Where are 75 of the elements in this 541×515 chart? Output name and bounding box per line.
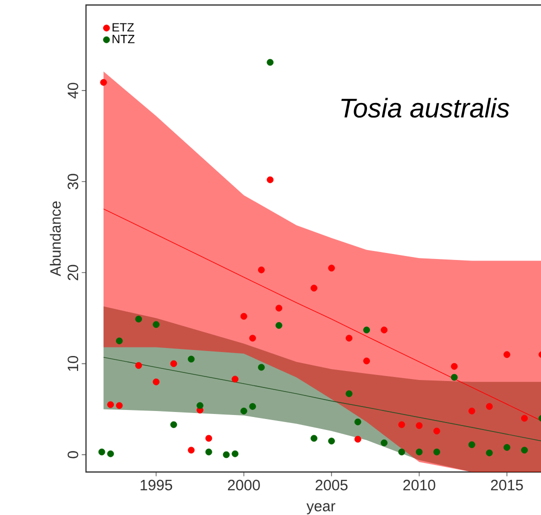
point: [266, 58, 274, 66]
point: [98, 448, 106, 456]
point: [346, 390, 352, 398]
y-tick-label: 40: [68, 82, 78, 99]
point: [188, 356, 195, 363]
point: [416, 422, 423, 429]
legend-label: ETZ: [112, 23, 134, 32]
point: [486, 449, 493, 456]
x-axis-title: year: [306, 503, 336, 514]
line-series: [103, 356, 541, 442]
point: [222, 451, 230, 458]
line-series: [103, 208, 541, 422]
point: [346, 334, 352, 342]
point: [170, 360, 178, 368]
point: [258, 266, 265, 274]
point: [433, 428, 440, 434]
point: [380, 326, 388, 334]
point: [188, 446, 195, 454]
point: [380, 439, 388, 446]
point: [433, 448, 440, 456]
point: [205, 448, 212, 456]
point: [116, 338, 123, 344]
point: [240, 408, 248, 414]
point: [258, 364, 265, 371]
point: [468, 441, 476, 448]
point: [232, 376, 238, 383]
point: [310, 284, 318, 292]
point: [135, 362, 142, 369]
point: [152, 378, 160, 386]
point: [354, 436, 362, 443]
point: [240, 312, 248, 320]
point: [249, 403, 256, 410]
y-tick-label: 20: [68, 264, 78, 280]
point: [504, 444, 510, 451]
x-tick-label: 2000: [228, 480, 260, 490]
point: [116, 402, 123, 409]
point: [328, 264, 335, 272]
point: [363, 326, 370, 334]
point: [521, 414, 528, 422]
point: [450, 363, 458, 370]
y-tick-label: 0: [68, 451, 78, 458]
point: [354, 418, 362, 426]
point: [398, 421, 406, 428]
legend-label: NTZ: [112, 34, 135, 44]
point: [170, 421, 178, 428]
point: [363, 358, 370, 364]
point: [152, 321, 160, 328]
point: [205, 434, 212, 442]
y-axis-title: Abundance: [50, 201, 61, 276]
point: [232, 450, 238, 458]
point: [450, 374, 458, 381]
point: [107, 401, 114, 408]
annotation: Tosia australis: [341, 98, 510, 118]
point: [135, 316, 142, 322]
x-tick-label: 1995: [140, 480, 172, 490]
point: [249, 334, 256, 342]
x-tick-label: 2010: [403, 480, 436, 490]
point: [107, 450, 114, 458]
point: [416, 448, 423, 456]
point: [504, 351, 510, 358]
point: [328, 438, 335, 444]
x-tick-label: 2015: [491, 480, 523, 490]
point: [310, 434, 318, 442]
point: [276, 304, 282, 312]
x-tick-label: 2005: [316, 480, 348, 490]
point: [398, 448, 406, 456]
y-tick-label: 30: [68, 174, 78, 190]
point: [276, 322, 282, 329]
point: [521, 446, 528, 454]
point: [468, 408, 476, 414]
point: [196, 402, 204, 409]
point: [266, 176, 274, 184]
point: [486, 403, 493, 410]
point: [100, 78, 107, 86]
y-tick-label: 10: [68, 356, 78, 371]
